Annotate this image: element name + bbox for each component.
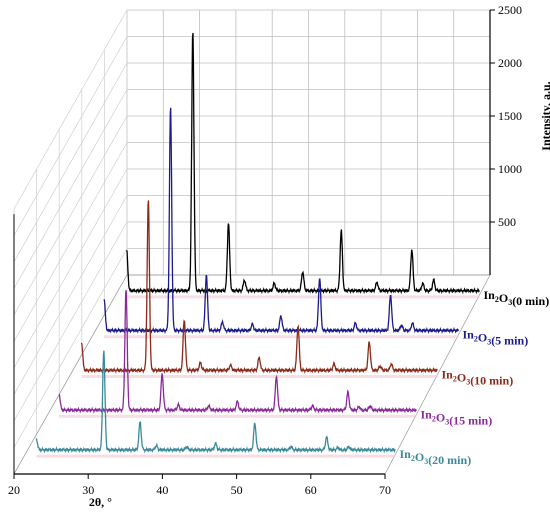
side-grid-line — [13, 115, 128, 316]
x-tick-label: 40 — [156, 483, 168, 497]
series-0: In2O3(0 min) — [125, 32, 550, 308]
axes-layer: 500 1000 1500 2000 2500 Intensity, a.u. 20 30 40… — [8, 3, 550, 509]
x-axis-title: 2θ, ° — [89, 495, 112, 509]
side-grid-line — [13, 195, 128, 395]
side-wall-grid — [13, 9, 128, 475]
y-tick-label: 1000 — [498, 162, 522, 176]
side-grid-line — [13, 9, 128, 210]
y-tick-label: 1500 — [498, 109, 522, 123]
side-grid-line — [13, 89, 128, 289]
side-grid-line — [13, 248, 128, 448]
x-tick-label: 70 — [379, 483, 391, 497]
series-label: In2O3(20 min) — [400, 447, 472, 467]
series-4: In2O3(20 min) — [35, 350, 472, 467]
series-line — [35, 350, 396, 454]
floor-outline — [13, 274, 491, 475]
back-wall-grid — [126, 9, 491, 276]
y-tick-label: 2000 — [498, 56, 522, 70]
series-label: In2O3(10 min) — [442, 368, 514, 388]
y-tick-label: 500 — [498, 215, 516, 229]
x-tick-label: 20 — [8, 483, 20, 497]
series-line — [58, 289, 417, 414]
series-1: In2O3(5 min) — [103, 107, 529, 348]
series-label: In2O3(15 min) — [421, 407, 493, 427]
series-3: In2O3(15 min) — [58, 289, 493, 427]
floor-plane — [13, 274, 491, 475]
y-axis-title: Intensity, a.u. — [539, 81, 550, 150]
x-tick-label: 50 — [231, 483, 243, 497]
series-line — [80, 200, 438, 374]
series-label: In2O3(5 min) — [463, 328, 529, 348]
series-label: In2O3(0 min) — [484, 288, 550, 308]
series-2: In2O3(10 min) — [80, 200, 514, 388]
side-grid-line — [13, 62, 128, 263]
side-grid-line — [13, 168, 128, 369]
side-grid-line — [13, 36, 128, 236]
series-line — [125, 32, 480, 295]
x-tick-label: 60 — [305, 483, 317, 497]
x-tick-label: 30 — [82, 483, 94, 497]
side-grid-line — [13, 221, 128, 422]
y-tick-label: 2500 — [498, 3, 522, 17]
side-grid-line — [13, 142, 128, 342]
series-layer: In2O3(0 min) In2O3(5 min) In2O3(10 min) In2… — [35, 32, 550, 467]
series-line — [103, 107, 460, 335]
